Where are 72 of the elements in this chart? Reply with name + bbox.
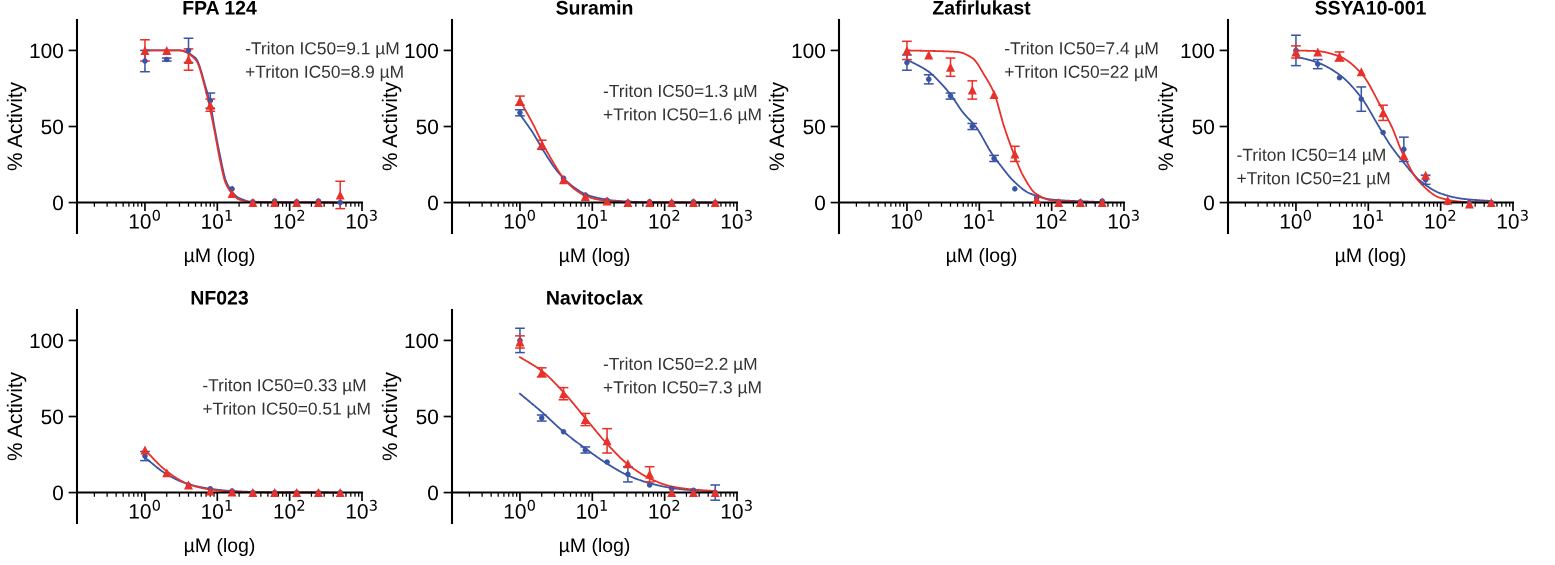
x-tick-label: 10$^{3}$ <box>346 499 377 519</box>
x-axis-title: µM (log) <box>946 247 1017 267</box>
x-tick-label: 10$^{2}$ <box>1425 209 1456 229</box>
y-axis-title: % Activity <box>381 371 402 461</box>
y-tick-label: 0 <box>53 485 63 501</box>
annotation: -Triton IC50=2.2 µM <box>603 357 757 374</box>
x-tick-label: 10$^{3}$ <box>1497 209 1528 229</box>
x-axis-title: µM (log) <box>184 247 255 267</box>
annotation: +Triton IC50=1.6 µM <box>603 107 761 124</box>
y-tick-label: 50 <box>416 119 438 135</box>
annotation: -Triton IC50=1.3 µM <box>603 84 757 101</box>
x-tick-label: 10$^{0}$ <box>1280 209 1311 229</box>
y-tick-label: 100 <box>1181 43 1214 59</box>
x-tick-label: 10$^{1}$ <box>577 500 607 519</box>
chart-title: FPA 124 <box>183 0 257 15</box>
y-axis-title: % Activity <box>6 371 27 461</box>
x-tick-label: 10$^{0}$ <box>891 209 922 229</box>
x-tick-label: 10$^{1}$ <box>202 500 232 519</box>
x-tick-label: 10$^{1}$ <box>1353 210 1383 229</box>
x-axis-title: µM (log) <box>559 537 630 557</box>
chart-title: Suramin <box>556 0 633 15</box>
y-tick-label: 0 <box>53 195 63 211</box>
annotation: -Triton IC50=7.4 µM <box>1005 41 1158 58</box>
annotation: +Triton IC50=21 µM <box>1237 171 1390 188</box>
y-axis-title: % Activity <box>1157 81 1178 171</box>
y-tick-label: 50 <box>1192 119 1214 135</box>
x-tick-label: 10$^{0}$ <box>504 499 535 519</box>
y-tick-label: 100 <box>30 333 63 349</box>
x-tick-label: 10$^{2}$ <box>649 209 680 229</box>
y-axis-title: % Activity <box>6 81 27 171</box>
x-tick-label: 10$^{3}$ <box>721 209 752 229</box>
y-tick-label: 50 <box>416 409 438 425</box>
x-tick-label: 10$^{0}$ <box>504 209 535 229</box>
y-tick-label: 100 <box>30 43 63 59</box>
chart-title: SSYA10-001 <box>1315 0 1426 15</box>
x-axis-title: µM (log) <box>559 247 630 267</box>
annotation: +Triton IC50=8.9 µM <box>246 65 403 82</box>
y-axis-title: % Activity <box>381 81 402 171</box>
y-tick-label: 0 <box>815 195 825 211</box>
y-tick-label: 0 <box>1204 195 1214 211</box>
y-tick-label: 50 <box>41 409 63 425</box>
y-tick-label: 50 <box>803 119 825 135</box>
y-tick-label: 100 <box>405 333 438 349</box>
x-tick-label: 10$^{3}$ <box>346 209 377 229</box>
chart-title: NF023 <box>191 290 248 305</box>
x-tick-label: 10$^{3}$ <box>1108 209 1139 229</box>
y-tick-label: 50 <box>41 119 63 135</box>
annotation: -Triton IC50=9.1 µM <box>245 41 399 58</box>
y-tick-label: 0 <box>428 195 438 211</box>
annotation: +Triton IC50=7.3 µM <box>603 380 761 397</box>
x-tick-label: 10$^{0}$ <box>129 209 160 229</box>
annotation: -Triton IC50=14 µM <box>1237 148 1385 165</box>
x-tick-label: 10$^{1}$ <box>964 210 994 229</box>
annotation: +Triton IC50=22 µM <box>1005 65 1157 82</box>
x-tick-label: 10$^{1}$ <box>577 210 607 229</box>
x-tick-label: 10$^{2}$ <box>1036 209 1067 229</box>
y-axis-title: % Activity <box>768 81 789 171</box>
y-tick-label: 100 <box>405 43 438 59</box>
x-tick-label: 10$^{2}$ <box>649 499 680 519</box>
annotation: +Triton IC50=0.51 µM <box>203 402 370 419</box>
x-tick-label: 10$^{1}$ <box>202 210 232 229</box>
chart-title: Navitoclax <box>547 290 643 305</box>
y-tick-label: 0 <box>428 485 438 501</box>
annotation: -Triton IC50=0.33 µM <box>203 378 366 395</box>
y-tick-label: 100 <box>792 43 825 59</box>
x-axis-title: µM (log) <box>184 537 255 557</box>
x-tick-label: 10$^{2}$ <box>274 499 305 519</box>
x-axis-title: µM (log) <box>1335 247 1406 267</box>
chart-title: Zafirlukast <box>932 0 1031 15</box>
x-tick-label: 10$^{0}$ <box>129 499 160 519</box>
x-tick-label: 10$^{2}$ <box>274 209 305 229</box>
x-tick-label: 10$^{3}$ <box>721 499 752 519</box>
